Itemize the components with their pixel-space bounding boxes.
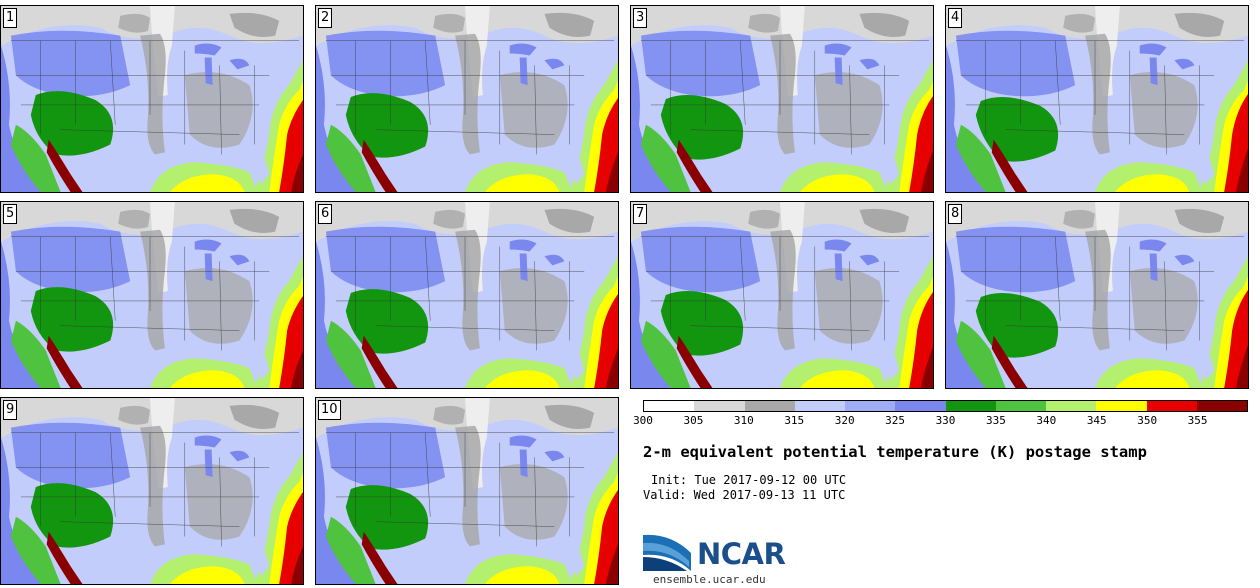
colorbar-segment [644,401,695,411]
ensemble-member-map [1,202,303,388]
postage-stamp-panel: 1 [0,5,304,193]
postage-stamp-panel: 10 [315,397,619,585]
colorbar-tick-label: 350 [1137,414,1158,427]
member-number-label: 5 [3,204,18,224]
colorbar-tick-label: 310 [733,414,754,427]
member-number-label: 2 [318,8,333,28]
colorbar-segment [694,401,745,411]
colorbar-tick-label: 300 [633,414,653,427]
ensemble-member-map [946,6,1248,192]
ensemble-member-map [316,6,618,192]
postage-stamp-panel: 8 [945,201,1249,389]
colorbar-segment [895,401,946,411]
colorbar-segment [995,401,1046,411]
colorbar [643,400,1248,412]
init-time: Init: Tue 2017-09-12 00 UTC [651,473,847,487]
colorbar-segment [1196,401,1247,411]
member-number-label: 6 [318,204,333,224]
member-number-label: 4 [948,8,963,28]
member-number-label: 9 [3,400,18,420]
postage-stamp-panel: 4 [945,5,1249,193]
member-number-label: 3 [633,8,648,28]
ensemble-member-map [1,6,303,192]
colorbar-segment [1046,401,1097,411]
colorbar-segment [744,401,795,411]
site-url: ensemble.ucar.edu [653,573,766,586]
member-number-label: 8 [948,204,963,224]
postage-stamp-panel: 3 [630,5,934,193]
ensemble-member-map [631,202,933,388]
postage-stamp-panel: 5 [0,201,304,389]
postage-stamp-panel: 6 [315,201,619,389]
postage-stamp-panel: 2 [315,5,619,193]
colorbar-segment [1146,401,1197,411]
postage-stamp-panel: 7 [630,201,934,389]
member-number-label: 7 [633,204,648,224]
colorbar-tick-label: 320 [834,414,855,427]
colorbar-segment [1096,401,1147,411]
valid-time: Valid: Wed 2017-09-13 11 UTC [643,488,846,502]
ensemble-member-map [631,6,933,192]
ensemble-member-map [316,202,618,388]
member-number-label: 10 [318,400,341,420]
colorbar-tick-label: 355 [1187,414,1208,427]
ncar-logo-text: NCAR [697,537,786,571]
colorbar-tick-label: 340 [1036,414,1057,427]
ensemble-member-map [946,202,1248,388]
colorbar-labels: 300 305 310 315 320 325 330 335 340 345 350 355 [0,414,1260,430]
colorbar-tick-label: 345 [1086,414,1107,427]
member-number-label: 1 [3,8,18,28]
ensemble-member-map [316,398,618,584]
colorbar-tick-label: 335 [985,414,1006,427]
colorbar-segment [845,401,896,411]
figure-title: 2-m equivalent potential temperature (K)… [643,443,1147,461]
colorbar-tick-label: 315 [784,414,805,427]
ensemble-member-map [1,398,303,584]
ncar-logo-icon [643,534,691,571]
colorbar-segment [945,401,996,411]
colorbar-tick-label: 325 [885,414,906,427]
colorbar-tick-label: 330 [935,414,956,427]
colorbar-tick-label: 305 [683,414,704,427]
colorbar-segment [794,401,845,411]
postage-stamp-panel: 9 [0,397,304,585]
